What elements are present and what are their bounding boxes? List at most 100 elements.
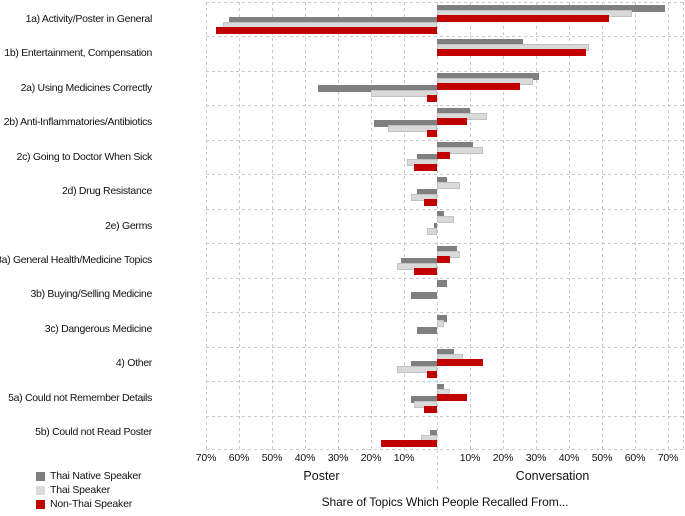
gridline — [272, 2, 273, 450]
gridline — [470, 2, 471, 450]
category-label: 3b) Buying/Selling Medicine — [30, 288, 153, 300]
bar-conversation-non-thai — [437, 83, 520, 91]
gridline — [371, 2, 372, 450]
bar-conversation-non-thai — [437, 14, 609, 22]
bar-poster-thai — [387, 124, 437, 132]
category-label: 3c) Dangerous Medicine — [44, 323, 153, 335]
gridline — [503, 2, 504, 450]
bar-conversation-non-thai — [437, 49, 586, 56]
bar-conversation-thai — [437, 216, 454, 224]
bar-poster-non-thai — [423, 405, 437, 413]
tick-label: 30% — [525, 452, 547, 464]
legend-item: Non-Thai Speaker — [36, 497, 141, 511]
plot-border — [206, 2, 207, 450]
row-separator — [206, 36, 684, 37]
gridline — [305, 2, 306, 450]
gridline — [404, 2, 405, 450]
bar-poster-non-thai — [215, 26, 437, 34]
tick-label: 40% — [558, 452, 580, 464]
bar-conversation-thai-native — [437, 4, 665, 12]
bar-conversation-thai — [437, 147, 484, 155]
bar-poster-thai-native — [433, 223, 437, 231]
category-label: 1a) Activity/Poster in General — [25, 13, 153, 25]
bar-conversation-non-thai — [437, 393, 467, 401]
row-separator — [206, 140, 684, 141]
gridline — [668, 2, 669, 450]
tick-label: 60% — [624, 452, 646, 464]
legend-label: Thai Native Speaker — [50, 470, 142, 482]
bar-conversation-thai-native — [437, 349, 454, 357]
gridline — [635, 2, 636, 450]
bar-poster-thai-native — [374, 119, 437, 127]
bar-conversation-non-thai — [437, 255, 451, 263]
bar-poster-non-thai — [380, 440, 437, 447]
gridline — [338, 2, 339, 450]
gridline — [569, 2, 570, 450]
category-label: 5a) Could not Remember Details — [8, 392, 152, 404]
chart-title: Share of Topics Which People Recalled Fr… — [321, 495, 569, 509]
tick-label: 50% — [261, 452, 283, 464]
row-separator — [206, 347, 684, 348]
tick-label: 60% — [228, 452, 250, 464]
bar-poster-thai — [427, 228, 437, 236]
tick-label: 30% — [327, 452, 349, 464]
bar-poster-non-thai — [423, 198, 437, 206]
tick-label: 70% — [657, 452, 679, 464]
bar-conversation-thai-native — [437, 383, 444, 391]
category-label: 2c) Going to Doctor When Sick — [16, 151, 153, 163]
legend-label: Non-Thai Speaker — [50, 498, 133, 510]
bar-conversation-thai-native — [437, 211, 444, 219]
bar-poster-non-thai — [413, 267, 437, 275]
row-separator — [206, 278, 684, 279]
bar-poster-non-thai — [427, 95, 437, 103]
bar-poster-thai-native — [430, 430, 437, 437]
bar-poster-thai-native — [417, 326, 437, 334]
tick-label: 10% — [393, 452, 415, 464]
category-label: 1b) Entertainment, Compensation — [4, 47, 152, 59]
bar-conversation-thai — [437, 319, 444, 327]
plot-border — [683, 2, 684, 450]
legend-swatch — [36, 485, 45, 495]
legend-item: Thai Native Speaker — [36, 469, 142, 483]
row-separator — [206, 209, 684, 210]
bar-conversation-thai-native — [437, 280, 447, 288]
bar-poster-non-thai — [413, 164, 437, 172]
bar-poster-thai-native — [410, 361, 437, 369]
tick-label: 20% — [360, 452, 382, 464]
gridline — [602, 2, 603, 450]
row-separator — [206, 71, 684, 72]
bar-conversation-non-thai — [437, 359, 484, 367]
bar-poster-thai — [371, 90, 437, 98]
legend: Thai Native Speaker Thai Speaker Non-Thai … — [36, 469, 142, 511]
bar-poster-thai-native — [417, 188, 437, 196]
category-label: 2b) Anti-Inflammatories/Antibiotics — [3, 116, 153, 128]
bar-conversation-thai-native — [437, 39, 523, 46]
row-separator — [206, 105, 684, 106]
legend-swatch — [36, 499, 45, 509]
bar-conversation-thai-native — [437, 73, 540, 81]
tick-label: 50% — [591, 452, 613, 464]
bar-poster-thai-native — [417, 154, 437, 162]
category-label: 5b) Could not Read Poster — [35, 426, 152, 438]
tick-label: 40% — [294, 452, 316, 464]
bar-conversation-thai-native — [437, 176, 447, 184]
plot-border — [206, 2, 684, 3]
category-label: 2a) Using Medicines Correctly — [20, 82, 153, 94]
bar-conversation-non-thai — [437, 152, 451, 160]
row-separator — [206, 416, 684, 417]
bar-poster-thai — [410, 193, 437, 201]
bar-poster-non-thai — [427, 371, 437, 379]
center-axis-line — [437, 2, 438, 450]
plot-border — [206, 449, 684, 450]
poster-axis-label: Poster — [303, 469, 340, 483]
gridline — [239, 2, 240, 450]
bar-conversation-thai-native — [437, 142, 474, 150]
row-separator — [206, 243, 684, 244]
bar-poster-non-thai — [427, 129, 437, 137]
category-label: 3a) General Health/Medicine Topics — [0, 254, 152, 266]
bar-conversation-thai-native — [437, 314, 447, 322]
tick-label: 10% — [459, 452, 481, 464]
bar-poster-thai-native — [318, 85, 437, 93]
tick-label: 70% — [195, 452, 217, 464]
legend-swatch — [36, 471, 45, 481]
